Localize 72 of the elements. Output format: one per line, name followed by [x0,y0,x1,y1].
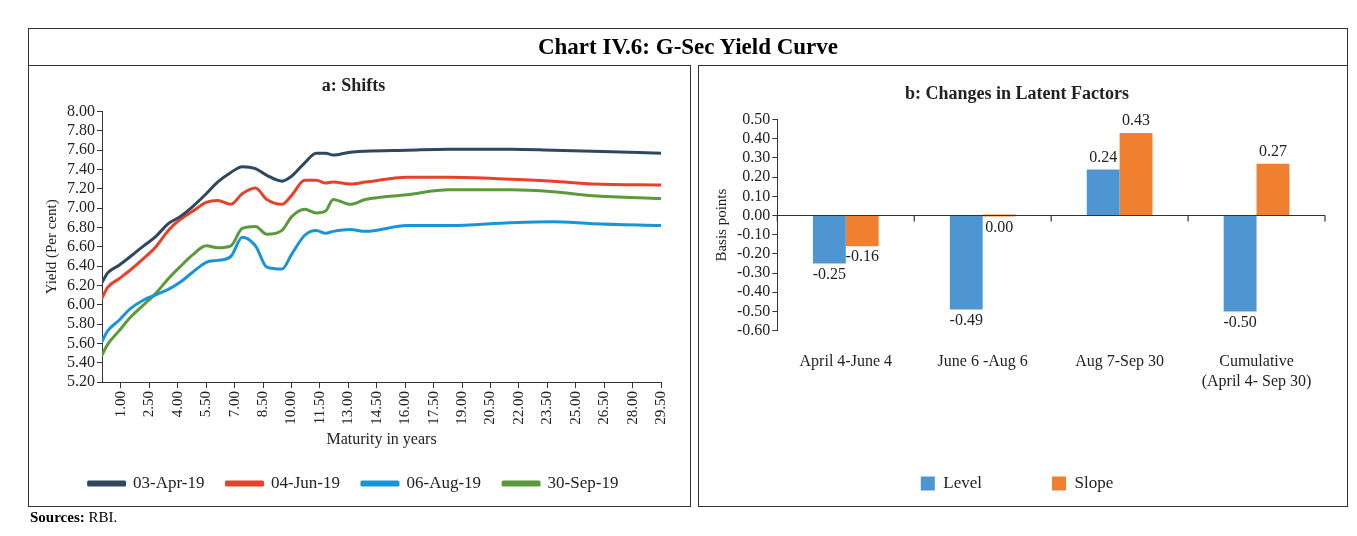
x-tick-label: June 6 -Aug 6 [937,352,1028,371]
y-tick-label: 7.80 [67,121,95,139]
x-tick-label: 23.50 [538,391,555,425]
legend-label: Level [943,472,983,492]
x-tick-label: 22.00 [509,391,526,425]
y-tick-label: -0.50 [737,301,771,319]
x-tick-label: 7.00 [225,391,242,418]
y-axis-title: Yield (Per cent) [42,199,60,295]
y-tick-label: 0.40 [742,128,771,146]
y-tick-label: 6.20 [67,275,95,293]
legend-label: 03-Apr-19 [133,472,205,492]
y-tick-label: 0.00 [742,205,771,223]
x-tick-label: April 4-June 4 [799,352,893,371]
y-tick-label: -0.10 [737,224,771,242]
data-label: -0.25 [812,264,847,282]
x-tick-label: 26.50 [595,391,612,425]
x-tick-label: 5.50 [197,391,214,418]
y-tick-label: 5.20 [67,372,95,390]
legend-label: 06-Aug-19 [406,472,482,492]
y-tick-label: 0.30 [742,148,771,166]
y-tick-label: 0.10 [742,186,771,204]
y-tick-label: 6.60 [67,237,95,255]
data-label: 0.00 [985,217,1014,235]
x-tick-label: 16.00 [396,391,413,425]
data-label: 0.27 [1258,141,1287,159]
y-tick-label: 6.80 [67,217,95,235]
x-tick-label: 29.50 [651,391,668,425]
y-tick-label: 7.20 [67,179,95,197]
source-note: Sources: RBI. [30,509,118,526]
x-tick-label: 4.00 [168,391,185,418]
x-tick-label: Aug 7-Sep 30 [1075,352,1165,371]
y-tick-label: 5.80 [67,314,95,332]
x-tick-label: 20.50 [481,391,498,425]
x-tick-label: 13.00 [339,391,356,425]
data-label: 0.24 [1089,147,1118,165]
x-tick-label: 28.00 [623,391,640,425]
y-tick-label: 7.00 [67,198,95,216]
data-label: -0.50 [1223,312,1257,330]
y-tick-label: -0.30 [737,263,771,281]
y-tick-label: 5.40 [67,352,95,370]
chart-title: b: Changes in Latent Factors [905,83,1129,104]
data-label: 0.43 [1122,111,1151,129]
x-tick-label: 2.50 [140,391,157,418]
chart-title: a: Shifts [321,75,386,96]
y-tick-label: 7.60 [67,140,95,158]
x-tick-label: 11.50 [310,391,327,425]
data-label: -0.49 [949,310,983,328]
x-axis-title: Maturity in years [326,429,437,448]
x-tick-label: 17.50 [424,391,441,425]
y-tick-label: -0.40 [737,282,771,300]
y-tick-label: 7.40 [67,159,95,177]
y-tick-label: -0.20 [737,244,771,262]
legend-label: 04-Jun-19 [271,472,340,492]
y-tick-label: 8.00 [67,101,95,119]
y-axis-title: Basis points [712,188,729,262]
data-label: -0.16 [845,247,879,265]
y-tick-label: 0.50 [742,109,771,127]
x-tick-label: 10.00 [282,391,299,425]
y-tick-label: 0.20 [742,167,771,185]
x-tick-label: 19.00 [452,391,469,425]
x-tick-label: Cumulative (April 4- Sep 30) [1201,352,1312,390]
x-tick-label: 1.00 [111,391,128,418]
x-tick-label: 8.50 [254,391,271,418]
legend-label: Slope [1074,472,1114,492]
text: Chart IV.6: G-Sec Yield Curve [28,28,1348,65]
y-tick-label: 5.60 [67,333,95,351]
y-tick-label: 6.00 [67,294,95,312]
x-tick-label: 25.00 [566,391,583,425]
y-tick-label: -0.60 [737,320,771,338]
x-tick-label: 14.50 [367,391,384,425]
y-tick-label: 6.40 [67,256,95,274]
legend-label: 30-Sep-19 [547,472,619,492]
